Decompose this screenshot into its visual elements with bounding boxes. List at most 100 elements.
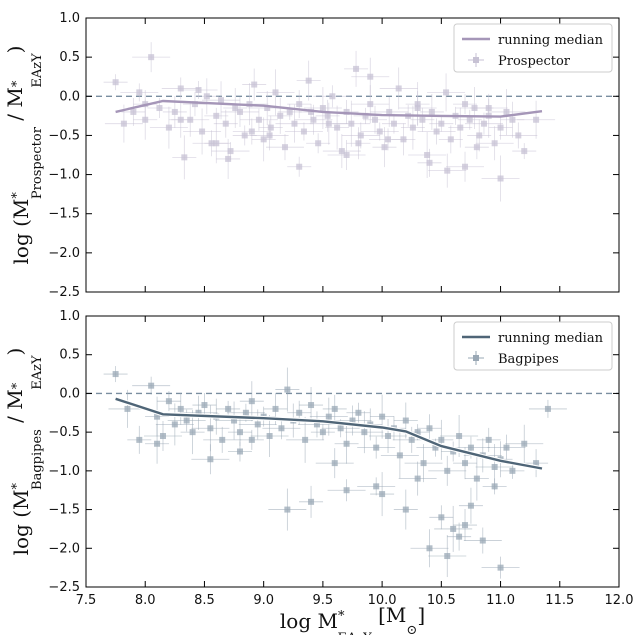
data-point: [296, 163, 303, 170]
y-tick-label: 1.0: [59, 309, 80, 324]
x-tick-label: 8.5: [194, 593, 215, 608]
data-point: [171, 108, 178, 115]
plot-frame-bottom: [85, 315, 620, 588]
data-point: [222, 120, 229, 127]
data-point: [509, 467, 516, 474]
data-point: [385, 136, 392, 143]
data-point: [509, 116, 516, 123]
x-tick-label: 12.0: [605, 593, 634, 608]
y-tick-label: 0.0: [59, 386, 80, 401]
data-point: [379, 413, 386, 420]
data-point: [154, 413, 161, 420]
data-point: [286, 108, 293, 115]
data-point: [177, 85, 184, 92]
x-tick-label: 9.0: [253, 593, 274, 608]
data-point: [338, 148, 345, 155]
data-point: [372, 116, 379, 123]
data-point: [278, 425, 285, 432]
y-title-part: EAzY: [30, 53, 45, 88]
data-point: [207, 456, 214, 463]
data-point: [148, 54, 155, 61]
data-point: [395, 85, 402, 92]
data-point: [331, 405, 338, 412]
y-tick-label: 0.5: [59, 348, 80, 363]
x-title-part: EAzY: [337, 631, 372, 635]
data-point: [308, 108, 315, 115]
data-point: [544, 405, 551, 412]
data-point: [414, 429, 421, 436]
data-point: [444, 553, 451, 560]
data-point: [485, 105, 492, 112]
data-point: [284, 386, 291, 393]
data-point: [236, 429, 243, 436]
y-tick-label: −0.5: [48, 128, 80, 143]
x-tick-label: 11.0: [486, 593, 515, 608]
data-point: [456, 433, 463, 440]
x-tick-label: 10.5: [427, 593, 456, 608]
y-title-part: log (M: [9, 489, 33, 555]
y-tick-label: −2.5: [48, 580, 80, 595]
data-point: [236, 108, 243, 115]
data-point: [433, 128, 440, 135]
data-point: [177, 116, 184, 123]
data-point: [462, 460, 469, 467]
x-tick-label: 11.5: [545, 593, 574, 608]
y-title-part: *: [10, 80, 25, 87]
x-tick-label: 9.5: [313, 593, 334, 608]
y-tick-label: −1.0: [48, 168, 80, 183]
data-point: [199, 128, 206, 135]
data-point: [296, 409, 303, 416]
data-point: [491, 483, 498, 490]
data-point: [213, 140, 220, 147]
running-median-line: [115, 99, 543, 118]
data-point: [414, 101, 421, 108]
data-point: [353, 65, 360, 72]
y-title-part: *: [10, 382, 25, 389]
data-point: [357, 132, 364, 139]
x-title-part: ]: [417, 603, 425, 627]
data-point: [467, 444, 474, 451]
x-tick-label: 8.0: [135, 593, 156, 608]
data-point: [277, 112, 284, 119]
data-point: [112, 79, 119, 86]
data-point: [315, 140, 322, 147]
data-point: [462, 522, 469, 529]
data-point: [497, 175, 504, 182]
data-point: [349, 417, 356, 424]
x-title-part: [M: [372, 603, 407, 627]
data-point: [381, 144, 388, 151]
data-point: [426, 545, 433, 552]
data-point: [331, 460, 338, 467]
data-point: [479, 537, 486, 544]
legend-label-points: Bagpipes: [498, 352, 559, 367]
data-point: [183, 417, 190, 424]
data-point: [213, 112, 220, 119]
data-point: [432, 444, 439, 451]
legend-swatch-point: [473, 57, 479, 63]
y-tick-label: −0.5: [48, 425, 80, 440]
data-point: [120, 120, 127, 127]
y-tick-label: −1.5: [48, 503, 80, 518]
data-point: [124, 405, 131, 412]
data-point: [201, 402, 208, 409]
data-point: [154, 440, 161, 447]
x-title-part: ⊙: [406, 623, 417, 635]
data-point: [420, 460, 427, 467]
legend-box: [453, 23, 613, 73]
y-title-part: *: [10, 482, 25, 489]
legend-bottom: running median Bagpipes: [453, 321, 613, 371]
data-point: [457, 124, 464, 131]
data-point: [272, 405, 279, 412]
data-point: [497, 124, 504, 131]
data-point: [232, 105, 239, 112]
data-point: [428, 108, 435, 115]
data-point: [476, 132, 483, 139]
data-point: [521, 440, 528, 447]
data-point: [402, 417, 409, 424]
data-point: [447, 136, 454, 143]
y-title-part: log (M: [9, 199, 33, 265]
y-title-part: / M: [3, 389, 27, 429]
data-point: [367, 73, 374, 80]
data-point: [438, 514, 445, 521]
